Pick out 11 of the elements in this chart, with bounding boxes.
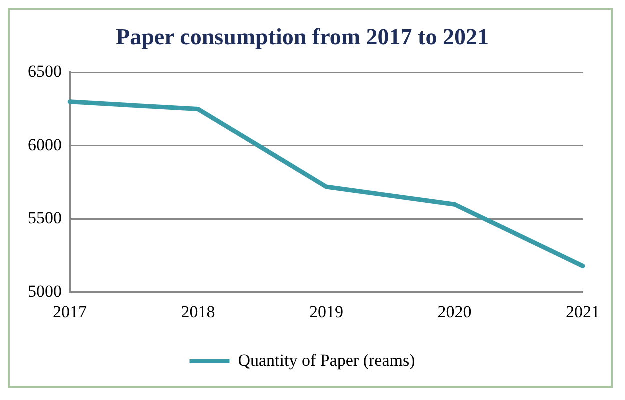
y-tick-label: 5500 [28, 208, 62, 228]
y-tick-label: 6500 [28, 62, 62, 82]
x-tick-label: 2021 [566, 302, 600, 322]
chart-title: Paper consumption from 2017 to 2021 [116, 24, 489, 50]
x-tick-label: 2020 [438, 302, 472, 322]
x-tick-label: 2017 [53, 302, 88, 322]
x-tick-label: 2018 [181, 302, 216, 322]
legend-label: Quantity of Paper (reams) [238, 350, 416, 370]
y-tick-label: 6000 [28, 135, 62, 154]
y-tick-label: 5000 [28, 282, 62, 302]
x-tick-label: 2019 [310, 302, 344, 322]
